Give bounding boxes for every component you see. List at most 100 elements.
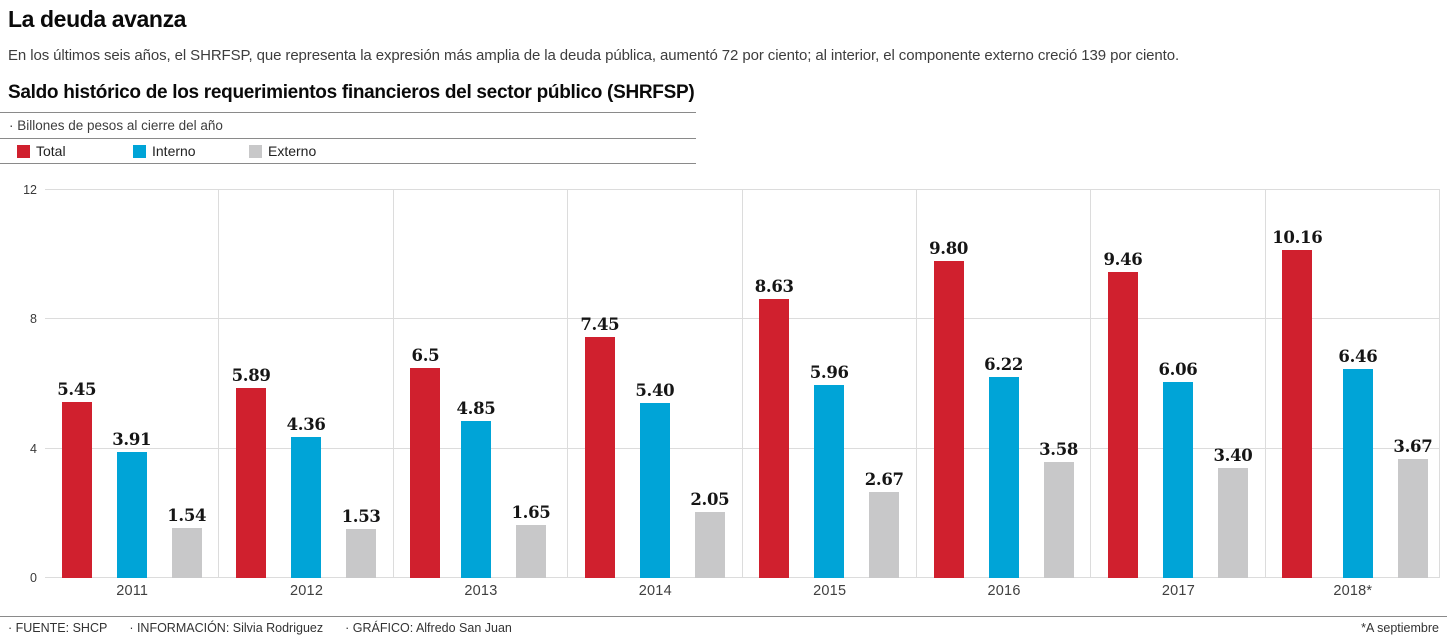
bar-interno-4 [814,385,845,578]
y-tick-label-4: 4 [30,441,37,456]
value-label-total-6: 9.46 [1103,250,1143,270]
bar-interno-5 [988,376,1019,578]
value-label-interno-4: 5.96 [809,363,849,383]
bar-col-total-2: 6.5 [410,345,441,578]
bar-col-interno-1: 4.36 [287,415,326,578]
value-label-total-1: 5.89 [231,365,271,385]
bar-col-total-3: 7.45 [580,315,620,578]
value-label-externo-4: 2.67 [864,469,904,489]
value-label-total-5: 9.80 [929,239,969,259]
bars-row: 7.45 5.40 2.05 [568,315,741,578]
value-label-interno-1: 4.36 [286,415,326,435]
bar-col-total-7: 10.16 [1272,227,1323,578]
x-axis: 2011 2012 2013 2014 2015 2016 2017 2018* [45,583,1440,599]
legend-item-interno: Interno [133,143,249,159]
bars-row: 6.5 4.85 1.65 [394,346,567,578]
bars-row: 5.45 3.91 1.54 [45,380,218,578]
bars-row: 10.16 6.46 3.67 [1266,227,1439,578]
value-label-total-7: 10.16 [1272,227,1323,247]
value-label-interno-7: 6.46 [1338,347,1378,367]
x-tick-label-6: 2017 [1161,583,1195,599]
value-label-externo-1: 1.53 [341,506,381,526]
gridline-12 [45,189,1440,190]
x-tick-label-3: 2014 [638,583,672,599]
page-title: La deuda avanza [8,6,187,32]
bar-total-4 [759,298,790,578]
value-label-externo-3: 2.05 [690,489,730,509]
bar-interno-3 [639,403,670,578]
x-tick-label-0: 2011 [116,583,149,599]
bar-interno-2 [460,421,491,578]
bar-col-externo-2: 1.65 [511,502,551,578]
bar-col-total-5: 9.80 [929,239,968,578]
bar-interno-6 [1162,382,1193,578]
bar-col-externo-7: 3.67 [1393,437,1433,578]
externo-swatch-icon [249,144,262,158]
value-label-interno-5: 6.22 [984,354,1024,374]
year-group-6: 9.46 6.06 3.40 [1091,190,1266,578]
y-tick-label-8: 8 [30,312,37,327]
bar-col-interno-7: 6.46 [1338,347,1378,578]
bar-externo-3 [694,511,725,578]
legend: Total Interno Externo [0,139,696,164]
bar-externo-1 [346,528,377,578]
footer: · FUENTE: SHCP · INFORMACIÓN: Silvia Rod… [0,616,1447,635]
bar-col-total-0: 5.45 [57,380,96,578]
credits: · FUENTE: SHCP · INFORMACIÓN: Silvia Rod… [8,621,512,635]
bar-col-externo-1: 1.53 [342,507,381,578]
bar-total-1 [236,387,267,578]
bar-col-externo-4: 2.67 [865,470,904,578]
interno-swatch-icon [133,144,146,158]
value-label-externo-2: 1.65 [511,502,551,522]
value-label-interno-6: 6.06 [1158,360,1198,380]
bar-col-total-6: 9.46 [1103,250,1143,578]
year-group-4: 8.63 5.96 2.67 [743,190,917,578]
bar-total-6 [1107,272,1138,578]
value-label-total-0: 5.45 [57,379,97,399]
plot-area: 0 4 8 12 5.45 3.91 1.54 5.89 4.36 1.53 6.5 4.85 1.65… [23,183,1440,585]
legend-label: Interno [152,143,196,159]
value-label-externo-0: 1.54 [167,506,207,526]
year-group-5: 9.80 6.22 3.58 [917,190,1092,578]
bar-col-interno-6: 6.06 [1158,360,1198,578]
credit-source: · FUENTE: SHCP [8,621,108,635]
x-tick-label-2: 2013 [464,583,498,599]
x-tick-label-5: 2016 [987,583,1021,599]
bar-col-interno-3: 5.40 [635,381,675,578]
bar-interno-7 [1342,369,1373,578]
value-label-interno-3: 5.40 [635,381,675,401]
bars-row: 9.46 6.06 3.40 [1091,250,1264,578]
year-group-1: 5.89 4.36 1.53 [219,190,394,578]
bars-row: 9.80 6.22 3.58 [917,239,1090,578]
bar-externo-7 [1397,459,1428,578]
bar-col-interno-2: 4.85 [456,399,496,578]
bar-total-7 [1282,249,1313,578]
bars-row: 5.89 4.36 1.53 [219,366,392,578]
value-label-externo-6: 3.40 [1213,446,1253,466]
value-label-total-2: 6.5 [411,345,440,365]
bar-interno-0 [116,451,147,578]
credit-information: · INFORMACIÓN: Silvia Rodriguez [129,621,324,635]
chart-title: Saldo histórico de los requerimientos fi… [8,82,695,103]
bar-col-externo-5: 3.58 [1039,440,1078,578]
value-label-interno-2: 4.85 [456,399,496,419]
bar-externo-5 [1043,462,1074,578]
credit-graphic: · GRÁFICO: Alfredo San Juan [345,621,512,635]
chart-meta-box: · Billones de pesos al cierre del año To… [0,112,696,164]
year-group-2: 6.5 4.85 1.65 [394,190,569,578]
bar-col-interno-5: 6.22 [984,355,1023,578]
value-label-externo-5: 3.58 [1039,440,1079,460]
bar-col-externo-3: 2.05 [690,489,730,578]
bar-interno-1 [291,437,322,578]
year-group-0: 5.45 3.91 1.54 [45,190,220,578]
gridline-8 [45,318,1440,320]
bar-externo-4 [869,491,900,578]
bar-externo-0 [171,528,202,578]
bar-col-total-1: 5.89 [232,366,271,578]
total-swatch-icon [17,144,30,158]
bar-col-externo-0: 1.54 [167,506,206,578]
bar-col-externo-6: 3.40 [1213,446,1253,578]
bar-col-interno-4: 5.96 [810,363,849,578]
bars-row: 8.63 5.96 2.67 [743,277,916,578]
